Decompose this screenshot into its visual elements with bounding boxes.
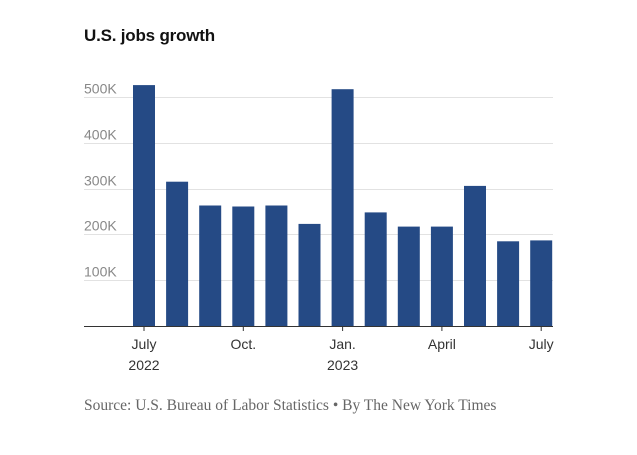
x-tick-label: July — [132, 336, 157, 352]
bar — [464, 185, 486, 326]
bar — [430, 226, 453, 326]
x-tick-label: Oct. — [230, 336, 256, 352]
bar — [397, 226, 420, 326]
bar — [199, 205, 222, 326]
bar — [298, 223, 321, 326]
bar — [331, 89, 354, 326]
bars — [133, 85, 553, 326]
bar — [364, 212, 387, 326]
x-tick-label: July — [529, 336, 554, 352]
y-tick-label: 300K — [84, 173, 117, 189]
x-tick-year-label: 2022 — [128, 357, 159, 373]
chart-title: U.S. jobs growth — [84, 26, 215, 45]
x-tick-year-label: 2023 — [327, 357, 358, 373]
source-note: Source: U.S. Bureau of Labor Statistics … — [84, 397, 497, 414]
x-tick-label: April — [428, 336, 456, 352]
y-tick-label: 100K — [84, 264, 117, 280]
y-tick-label: 400K — [84, 127, 117, 143]
bar — [133, 85, 155, 326]
bar — [166, 181, 189, 326]
y-tick-label: 200K — [84, 218, 117, 234]
bar-chart: 100K 200K 300K 400K 500K July 2022 Oct. Jan. 202… — [84, 81, 554, 373]
x-tick-label: Jan. — [329, 336, 355, 352]
bar — [232, 206, 255, 326]
bar — [497, 241, 520, 326]
bar — [265, 205, 288, 326]
x-axis-labels: July 2022 Oct. Jan. 2023 April July — [128, 326, 554, 373]
bar — [530, 240, 553, 326]
y-tick-label: 500K — [84, 81, 117, 97]
